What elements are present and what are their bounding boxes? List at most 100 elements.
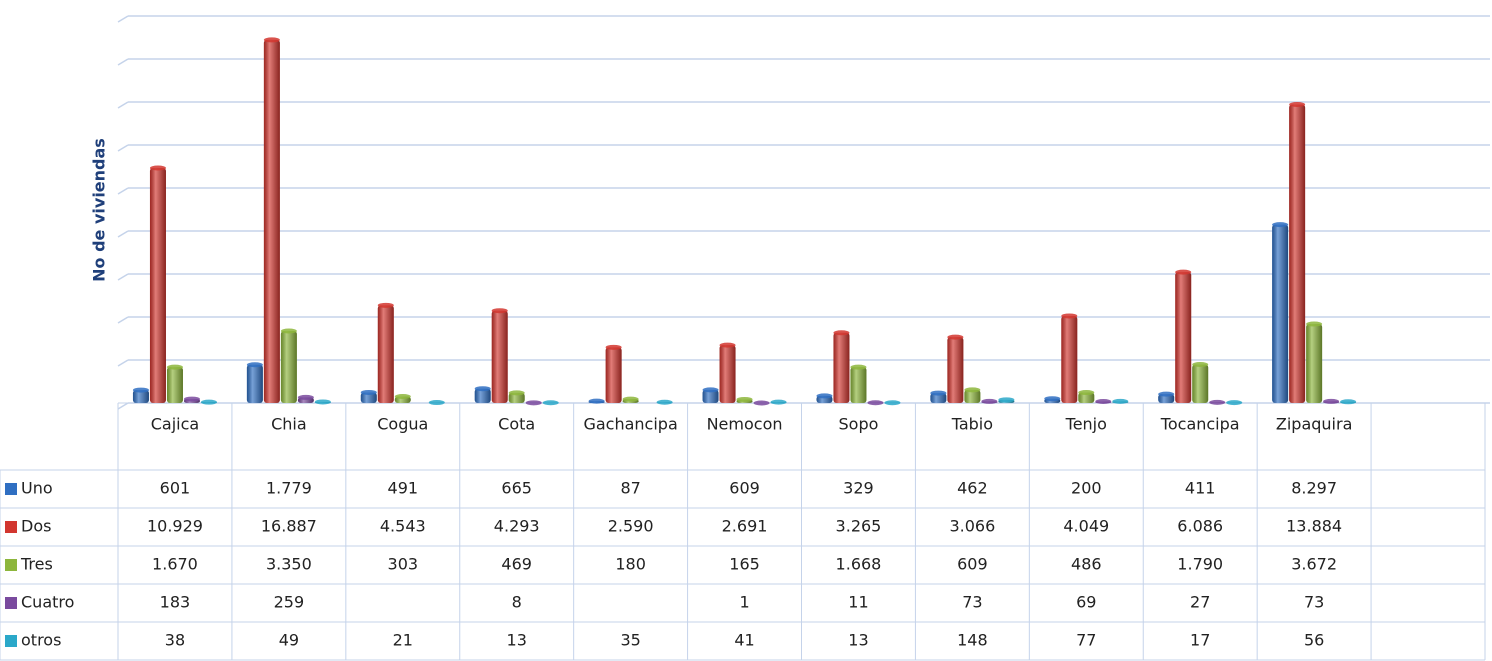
bar-cap (998, 397, 1015, 403)
bar-shade (1306, 324, 1323, 403)
bar-cap (280, 328, 297, 334)
bar-shade (1061, 315, 1078, 403)
bar-cap (770, 399, 787, 405)
bar-shade (833, 332, 850, 403)
table-value: 27 (1190, 593, 1210, 612)
bar-cap (884, 400, 901, 406)
table-value: 3.066 (949, 517, 995, 536)
category-label: Sopo (839, 415, 879, 434)
category-label: Gachancipa (583, 415, 677, 434)
bar-cap (246, 362, 263, 368)
bar-shade (474, 388, 491, 403)
table-value: 1.779 (266, 479, 312, 498)
table-value: 56 (1304, 631, 1324, 650)
table-value: 486 (1071, 555, 1102, 574)
table-value: 1 (739, 593, 749, 612)
legend-swatch (5, 521, 17, 533)
bar-shade (1272, 224, 1289, 403)
bar-cap (132, 387, 149, 393)
y-tick (117, 58, 129, 66)
bar-cap (605, 344, 622, 350)
bar-shade (149, 168, 166, 403)
bar-cap (149, 165, 166, 171)
table-value: 11 (848, 593, 868, 612)
bar-cap (525, 400, 542, 406)
category-label: Cogua (377, 415, 428, 434)
table-value: 329 (843, 479, 874, 498)
table-value: 49 (279, 631, 299, 650)
bar-cap (833, 330, 850, 336)
bar-cap (1272, 222, 1289, 228)
bar-cap (622, 396, 639, 402)
table-value: 35 (620, 631, 640, 650)
bar-shade (719, 345, 736, 403)
bar-cap (394, 393, 411, 399)
table-value: 13 (507, 631, 527, 650)
bar-cap (200, 399, 217, 405)
bar-shade (246, 364, 263, 403)
y-tick (117, 144, 129, 152)
table-value: 303 (388, 555, 419, 574)
table-value: 411 (1185, 479, 1216, 498)
bar-cap (360, 389, 377, 395)
bar-cap (947, 334, 964, 340)
table-value: 165 (729, 555, 760, 574)
bar-cap (1158, 391, 1175, 397)
category-label: Cajica (151, 415, 199, 434)
bar-cap (656, 399, 673, 405)
table-value: 73 (962, 593, 982, 612)
bar-shade (930, 393, 947, 403)
bar-cap (964, 387, 981, 393)
table-value: 10.929 (147, 517, 203, 536)
bar-cap (753, 400, 770, 406)
table-value: 601 (160, 479, 191, 498)
legend-label: Tres (20, 555, 53, 574)
table-value: 13.884 (1286, 517, 1342, 536)
bar-cap (736, 396, 753, 402)
y-tick (117, 101, 129, 109)
bar-cap (1226, 400, 1243, 406)
bar-cap (1340, 399, 1357, 405)
bar-cap (981, 398, 998, 404)
bar-cap (1095, 399, 1112, 405)
bar-cap (1192, 362, 1209, 368)
table-value: 21 (393, 631, 413, 650)
legend-label: Dos (21, 517, 51, 536)
legend-label: Cuatro (21, 593, 74, 612)
bar-shade (964, 389, 981, 403)
bar-shade (1289, 104, 1306, 403)
bar-shade (1078, 392, 1095, 403)
legend-swatch (5, 483, 17, 495)
bar-shade (1175, 272, 1192, 403)
bar-cap (491, 308, 508, 314)
table-value: 1.790 (1177, 555, 1223, 574)
bar-cap (1289, 101, 1306, 107)
bar-shade (1158, 394, 1175, 403)
table-value: 3.265 (836, 517, 882, 536)
bar-cap (1061, 313, 1078, 319)
bar-shade (132, 390, 149, 403)
y-tick (117, 359, 129, 367)
table-value: 6.086 (1177, 517, 1223, 536)
bar-cap (428, 400, 445, 406)
legend-label: Uno (21, 479, 53, 498)
category-label: Chia (271, 415, 307, 434)
bar-cap (183, 396, 200, 402)
bar-shade (280, 330, 297, 403)
bar-shade (850, 367, 867, 403)
bar-cap (1044, 396, 1061, 402)
bar-cap (816, 393, 833, 399)
table-value: 462 (957, 479, 988, 498)
bar-cap (542, 400, 559, 406)
table-value: 665 (501, 479, 532, 498)
table-value: 38 (165, 631, 185, 650)
bar-shade (702, 389, 719, 403)
category-label: Tocancipa (1160, 415, 1240, 434)
bar-shade (166, 367, 183, 403)
bar-cap (297, 394, 314, 400)
table-value: 609 (957, 555, 988, 574)
bar-cap (1112, 398, 1129, 404)
category-label: Tabio (951, 415, 993, 434)
table-value: 180 (615, 555, 646, 574)
bar-cap (314, 399, 331, 405)
